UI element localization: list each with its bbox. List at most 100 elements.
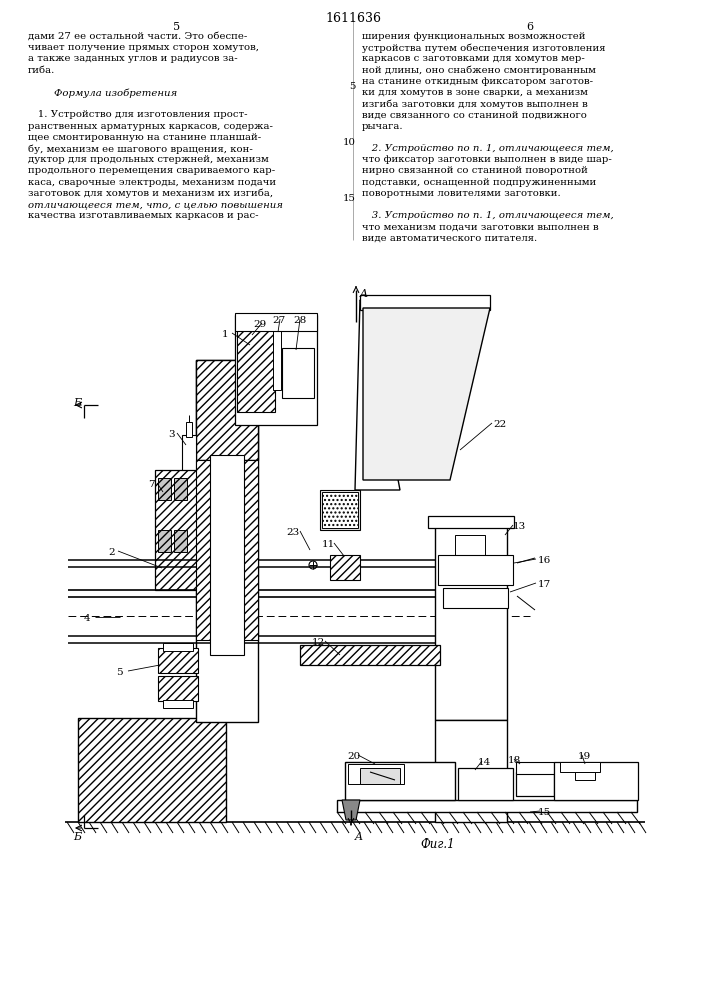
Text: 11: 11 — [322, 540, 335, 549]
Text: устройства путем обеспечения изготовления: устройства путем обеспечения изготовлени… — [362, 43, 605, 53]
Bar — [155, 470, 197, 590]
Bar — [237, 330, 275, 412]
Text: что механизм подачи заготовки выполнен в: что механизм подачи заготовки выполнен в — [362, 222, 599, 231]
Text: 4: 4 — [84, 614, 90, 623]
Bar — [196, 460, 258, 640]
Text: поворотными ловителями заготовки.: поворотными ловителями заготовки. — [362, 189, 561, 198]
Polygon shape — [360, 300, 490, 305]
Text: ранственных арматурных каркасов, содержа-: ранственных арматурных каркасов, содержа… — [28, 122, 273, 131]
Bar — [158, 478, 171, 500]
Text: нирно связанной со станиной поворотной: нирно связанной со станиной поворотной — [362, 166, 588, 175]
Bar — [435, 520, 507, 720]
Polygon shape — [360, 295, 490, 310]
Text: гиба.: гиба. — [28, 66, 55, 75]
Text: 7: 7 — [148, 480, 155, 489]
Polygon shape — [363, 308, 490, 480]
Bar — [158, 648, 198, 673]
Text: 3. Устройство по п. 1, отличающееся тем,: 3. Устройство по п. 1, отличающееся тем, — [362, 211, 614, 220]
Bar — [158, 676, 198, 701]
Bar — [435, 720, 507, 822]
Bar — [360, 768, 400, 784]
Bar — [163, 700, 193, 708]
Text: качества изготавливаемых каркасов и рас-: качества изготавливаемых каркасов и рас- — [28, 211, 259, 220]
Text: на станине откидным фиксатором заготов-: на станине откидным фиксатором заготов- — [362, 77, 593, 86]
Circle shape — [386, 791, 404, 809]
Text: 5: 5 — [173, 22, 180, 32]
Text: A: A — [355, 832, 363, 842]
Text: 20: 20 — [347, 752, 361, 761]
Text: 2. Устройство по п. 1, отличающееся тем,: 2. Устройство по п. 1, отличающееся тем, — [362, 144, 614, 153]
Text: 22: 22 — [493, 420, 506, 429]
Bar — [443, 588, 508, 608]
Bar — [428, 516, 514, 528]
Bar — [438, 555, 513, 585]
Text: Формула изобретения: Формула изобретения — [28, 88, 177, 98]
Text: 12: 12 — [312, 638, 325, 647]
Bar — [322, 492, 358, 528]
Text: изгиба заготовки для хомутов выполнен в: изгиба заготовки для хомутов выполнен в — [362, 99, 588, 109]
Text: ки для хомутов в зоне сварки, а механизм: ки для хомутов в зоне сварки, а механизм — [362, 88, 588, 97]
Bar — [174, 478, 187, 500]
Text: 27: 27 — [272, 316, 285, 325]
Text: 28: 28 — [293, 316, 306, 325]
Text: Б: Б — [73, 398, 81, 408]
Bar — [158, 530, 171, 552]
Bar — [78, 718, 226, 822]
Text: виде связанного со станиной подвижного: виде связанного со станиной подвижного — [362, 110, 587, 119]
Bar — [174, 530, 187, 552]
Bar — [516, 762, 554, 774]
Bar — [560, 762, 600, 772]
Bar — [348, 764, 404, 784]
Circle shape — [309, 561, 317, 569]
Bar — [330, 555, 360, 580]
Text: ной длины, оно снабжено смонтированным: ной длины, оно снабжено смонтированным — [362, 66, 596, 75]
Bar — [345, 762, 455, 800]
Text: 5: 5 — [350, 82, 356, 91]
Bar — [210, 455, 244, 655]
Text: A: A — [360, 289, 368, 299]
Text: щее смонтированную на станине планшай-: щее смонтированную на станине планшай- — [28, 133, 261, 142]
Text: 15: 15 — [343, 194, 356, 203]
Text: 15: 15 — [538, 808, 551, 817]
Text: ширения функциональных возможностей: ширения функциональных возможностей — [362, 32, 585, 41]
Text: 1611636: 1611636 — [325, 12, 381, 25]
Text: дами 27 ее остальной части. Это обеспе-: дами 27 ее остальной части. Это обеспе- — [28, 32, 247, 41]
Bar — [575, 772, 595, 780]
Bar — [337, 800, 637, 812]
Text: 29: 29 — [253, 320, 267, 329]
Text: 23: 23 — [286, 528, 299, 537]
Bar — [516, 772, 554, 796]
Text: 19: 19 — [578, 752, 591, 761]
Text: Фиг.1: Фиг.1 — [420, 838, 455, 851]
Text: чивает получение прямых сторон хомутов,: чивает получение прямых сторон хомутов, — [28, 43, 259, 52]
Bar — [235, 313, 317, 331]
Text: 3: 3 — [168, 430, 175, 439]
Text: Б: Б — [73, 832, 81, 842]
Text: 1: 1 — [222, 330, 228, 339]
Bar — [300, 645, 440, 665]
Bar — [458, 768, 513, 800]
Polygon shape — [342, 800, 360, 820]
Bar — [273, 330, 281, 390]
Text: 16: 16 — [538, 556, 551, 565]
Bar — [196, 360, 258, 460]
Text: 5: 5 — [116, 668, 122, 677]
Text: виде автоматического питателя.: виде автоматического питателя. — [362, 234, 537, 243]
Bar — [182, 435, 196, 485]
Text: продольного перемещения свариваемого кар-: продольного перемещения свариваемого кар… — [28, 166, 275, 175]
Text: подставки, оснащенной подпружиненными: подставки, оснащенной подпружиненными — [362, 178, 596, 187]
Text: 18: 18 — [508, 756, 521, 765]
Text: 1. Устройство для изготовления прост-: 1. Устройство для изготовления прост- — [28, 110, 247, 119]
Text: заготовок для хомутов и механизм их изгиба,: заготовок для хомутов и механизм их изги… — [28, 189, 273, 198]
Text: 14: 14 — [478, 758, 491, 767]
Polygon shape — [355, 300, 400, 490]
Text: 17: 17 — [538, 580, 551, 589]
Bar — [196, 360, 258, 722]
Text: дуктор для продольных стержней, механизм: дуктор для продольных стержней, механизм — [28, 155, 269, 164]
Text: каркасов с заготовками для хомутов мер-: каркасов с заготовками для хомутов мер- — [362, 54, 585, 63]
Text: 6: 6 — [527, 22, 534, 32]
Polygon shape — [320, 490, 360, 530]
Text: что фиксатор заготовки выполнен в виде шар-: что фиксатор заготовки выполнен в виде ш… — [362, 155, 612, 164]
Bar — [455, 535, 485, 585]
Text: отличающееся тем, что, с целью повышения: отличающееся тем, что, с целью повышения — [28, 200, 283, 209]
